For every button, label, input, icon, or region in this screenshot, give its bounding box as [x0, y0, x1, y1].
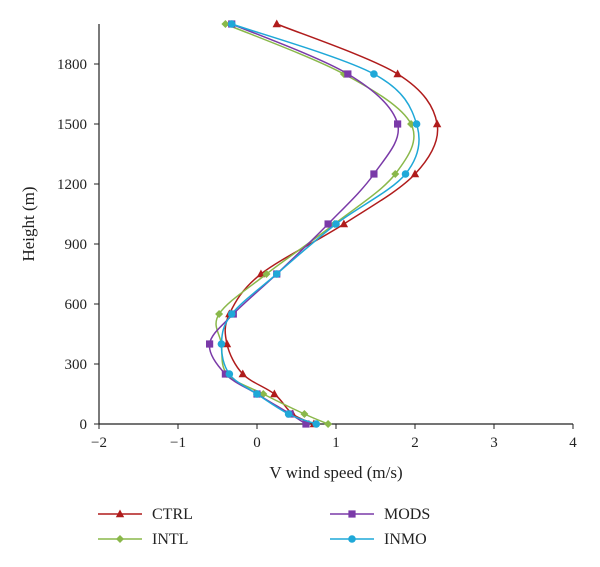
series-mods [206, 20, 402, 428]
y-tick-label: 900 [65, 237, 88, 253]
legend-label-intl: INTL [152, 531, 188, 548]
x-tick-label: 1 [332, 435, 340, 451]
legend-marker-intl [116, 535, 124, 543]
x-tick-label: 2 [411, 435, 419, 451]
data-point-ctrl [432, 119, 442, 128]
x-tick-label: 4 [569, 435, 577, 451]
data-point-intl [215, 310, 224, 318]
legend-item-inmo: INMO [330, 531, 427, 548]
data-point-inmo [227, 310, 236, 318]
data-point-inmo [412, 120, 421, 128]
series-layer [206, 19, 442, 428]
data-point-inmo [401, 170, 410, 178]
data-point-mods [394, 120, 402, 128]
legend-label-ctrl: CTRL [152, 506, 193, 523]
x-ticks: −2 −1 0 1 2 3 4 [91, 424, 577, 451]
data-point-inmo [312, 420, 321, 428]
data-point-intl [221, 20, 230, 28]
data-point-mods [344, 70, 352, 78]
data-point-inmo [272, 270, 281, 278]
legend-label-inmo: INMO [384, 531, 427, 548]
data-point-intl [407, 120, 416, 128]
data-point-ctrl [272, 19, 281, 28]
x-tick-label: 3 [490, 435, 498, 451]
legend-label-mods: MODS [384, 506, 430, 523]
y-tick-label: 1200 [57, 177, 87, 193]
data-point-mods [221, 370, 229, 378]
data-point-inmo [225, 370, 234, 378]
data-point-ctrl [270, 389, 279, 398]
data-point-mods [206, 340, 214, 348]
x-axis-title: V wind speed (m/s) [269, 463, 402, 482]
y-tick-label: 1800 [57, 57, 87, 73]
series-line-mods [208, 23, 400, 425]
data-point-ctrl [410, 169, 420, 178]
y-ticks: 0 300 600 900 1200 1500 1800 [57, 57, 99, 433]
x-tick-label: −1 [170, 435, 186, 451]
data-point-inmo [227, 20, 236, 28]
data-point-mods [324, 220, 332, 228]
data-point-ctrl [393, 69, 402, 78]
legend-marker-inmo [348, 535, 356, 543]
legend: CTRL INTL MODS INMO [98, 506, 430, 548]
legend-marker-ctrl [115, 509, 125, 518]
legend-item-ctrl: CTRL [98, 506, 193, 523]
data-point-inmo [284, 410, 293, 418]
y-tick-label: 0 [80, 417, 88, 433]
data-point-intl [324, 420, 333, 428]
series-line-inmo [220, 23, 420, 425]
legend-item-mods: MODS [330, 506, 430, 523]
legend-item-intl: INTL [98, 531, 188, 548]
data-point-inmo [370, 70, 378, 78]
series-line-intl [215, 23, 415, 425]
y-tick-label: 600 [65, 297, 88, 313]
data-point-intl [262, 270, 271, 278]
data-point-ctrl [256, 269, 266, 278]
series-inmo [217, 20, 421, 428]
y-tick-label: 300 [65, 357, 88, 373]
legend-marker-mods [348, 510, 356, 518]
data-point-inmo [332, 220, 340, 228]
y-tick-label: 1500 [57, 117, 87, 133]
data-point-ctrl [238, 369, 247, 378]
data-point-intl [300, 410, 309, 418]
data-point-intl [391, 170, 400, 178]
data-point-ctrl [339, 219, 349, 228]
data-point-mods [302, 420, 310, 428]
x-tick-label: −2 [91, 435, 107, 451]
data-point-inmo [217, 340, 226, 348]
x-tick-label: 0 [253, 435, 261, 451]
data-point-mods [370, 170, 378, 178]
data-point-inmo [253, 390, 261, 398]
y-axis-title: Height (m) [19, 186, 38, 261]
